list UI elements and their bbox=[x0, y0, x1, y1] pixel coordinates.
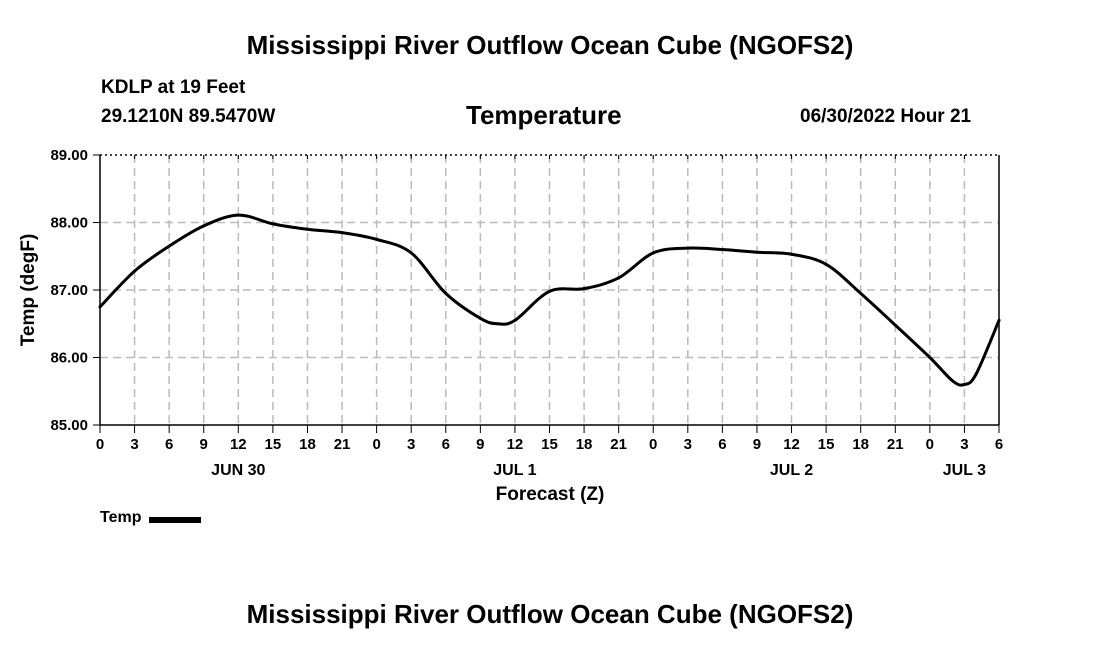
series-line-temp bbox=[98, 213, 1001, 387]
data-point bbox=[548, 289, 551, 293]
y-tick-label: 87.00 bbox=[50, 282, 88, 299]
day-label: JUL 3 bbox=[943, 462, 986, 479]
data-point bbox=[962, 383, 966, 386]
data-point bbox=[893, 323, 897, 327]
y-tick-label: 88.00 bbox=[50, 215, 88, 232]
day-label: JUL 2 bbox=[770, 462, 813, 479]
x-tick-label: 21 bbox=[610, 436, 627, 453]
data-point bbox=[271, 222, 275, 226]
variable-title: Temperature bbox=[466, 100, 622, 130]
x-tick-label: 3 bbox=[407, 436, 415, 453]
x-tick-label: 15 bbox=[541, 436, 558, 453]
data-point bbox=[720, 248, 724, 251]
y-tick-label: 86.00 bbox=[50, 350, 88, 367]
data-point bbox=[478, 316, 482, 320]
x-tick-label: 3 bbox=[960, 436, 968, 453]
data-point bbox=[824, 262, 828, 266]
forecast-timestamp: 06/30/2022 Hour 21 bbox=[800, 106, 972, 127]
data-point bbox=[651, 251, 655, 255]
x-tick-label: 3 bbox=[130, 436, 138, 453]
data-point bbox=[859, 291, 863, 295]
legend-label: Temp bbox=[100, 509, 142, 526]
x-tick-label: 21 bbox=[887, 436, 904, 453]
x-tick-label: 0 bbox=[96, 436, 104, 453]
y-tick-label: 85.00 bbox=[50, 417, 88, 434]
x-tick-label: 12 bbox=[783, 436, 800, 453]
x-tick-label: 18 bbox=[576, 436, 593, 453]
data-point bbox=[997, 318, 1001, 322]
x-tick-label: 0 bbox=[926, 436, 934, 453]
data-point bbox=[236, 213, 240, 217]
x-tick-label: 9 bbox=[476, 436, 484, 453]
x-tick-label: 9 bbox=[200, 436, 208, 453]
data-point bbox=[98, 305, 102, 309]
station-label: KDLP at 19 Feet bbox=[101, 77, 246, 98]
data-point bbox=[974, 372, 978, 376]
x-tick-label: 6 bbox=[995, 436, 1003, 453]
data-point bbox=[790, 252, 794, 256]
data-point bbox=[133, 269, 137, 273]
x-tick-label: 9 bbox=[753, 436, 761, 453]
x-tick-label: 6 bbox=[165, 436, 173, 453]
data-point bbox=[928, 356, 932, 359]
x-tick-label: 12 bbox=[230, 436, 247, 453]
data-point bbox=[375, 237, 379, 241]
legend-line-swatch bbox=[149, 516, 202, 523]
x-tick-label: 6 bbox=[442, 436, 450, 453]
data-point bbox=[755, 250, 759, 254]
data-point bbox=[582, 287, 586, 291]
x-tick-label: 0 bbox=[372, 436, 380, 453]
x-tick-label: 15 bbox=[265, 436, 282, 453]
x-tick-label: 21 bbox=[334, 436, 351, 453]
x-tick-label: 18 bbox=[299, 436, 316, 453]
data-point bbox=[305, 227, 309, 231]
x-tick-label: 15 bbox=[818, 436, 835, 453]
data-point bbox=[444, 291, 448, 295]
data-point bbox=[617, 276, 621, 280]
data-point bbox=[340, 231, 344, 235]
day-label: JUL 1 bbox=[493, 462, 536, 479]
footer-title: Mississippi River Outflow Ocean Cube (NG… bbox=[246, 599, 854, 629]
legend: Temp bbox=[100, 509, 202, 527]
data-point bbox=[496, 322, 500, 326]
y-tick-label: 89.00 bbox=[50, 147, 88, 164]
x-tick-label: 6 bbox=[718, 436, 726, 453]
x-tick-label: 3 bbox=[684, 436, 692, 453]
axis-layer bbox=[93, 154, 1000, 433]
x-tick-label: 12 bbox=[507, 436, 524, 453]
data-point bbox=[951, 379, 955, 383]
x-tick-label: 0 bbox=[649, 436, 657, 453]
chart-title: Mississippi River Outflow Ocean Cube (NG… bbox=[246, 30, 854, 60]
data-point bbox=[202, 224, 206, 228]
station-coordinates: 29.1210N 89.5470W bbox=[101, 106, 276, 127]
day-label: JUN 30 bbox=[211, 462, 265, 479]
series-layer bbox=[98, 213, 1001, 387]
label-layer: 0 3 6 9 12 15 18 21 0 3 6 9 12 15 18 21 0 3 6 9 12 15 18 21 0 3 6 8… bbox=[18, 147, 1003, 505]
data-point bbox=[409, 251, 413, 255]
x-axis-title: Forecast (Z) bbox=[496, 484, 605, 505]
data-point bbox=[686, 246, 690, 250]
data-point bbox=[513, 318, 517, 322]
data-point bbox=[167, 244, 171, 248]
y-axis-title: Temp (degF) bbox=[18, 234, 39, 347]
x-tick-label: 18 bbox=[852, 436, 869, 453]
